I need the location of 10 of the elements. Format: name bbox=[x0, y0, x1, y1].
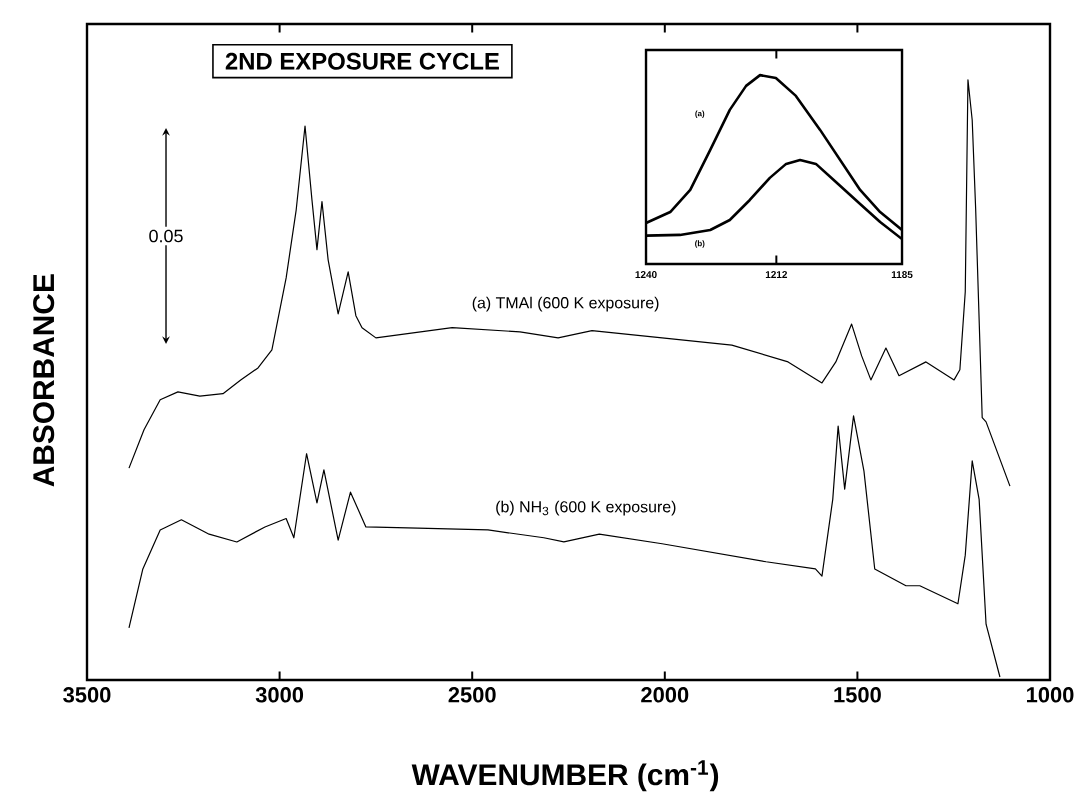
x-tick-label: 1000 bbox=[1027, 687, 1074, 703]
annotation: 0.05 bbox=[149, 229, 183, 243]
y-axis-title: ABSORBANCE bbox=[33, 274, 55, 487]
x-tick-label: 3500 bbox=[63, 687, 111, 703]
x-tick-label: 2500 bbox=[448, 687, 496, 703]
x-tick-label: 3000 bbox=[255, 687, 304, 703]
x-axis-title: WAVENUMBER (cm$^{-1}$) bbox=[411, 760, 719, 792]
x-tick-label: 1500 bbox=[834, 687, 881, 703]
x-tick-label: 2000 bbox=[641, 687, 689, 703]
chart-title: 2ND EXPOSURE CYCLE bbox=[225, 52, 499, 70]
